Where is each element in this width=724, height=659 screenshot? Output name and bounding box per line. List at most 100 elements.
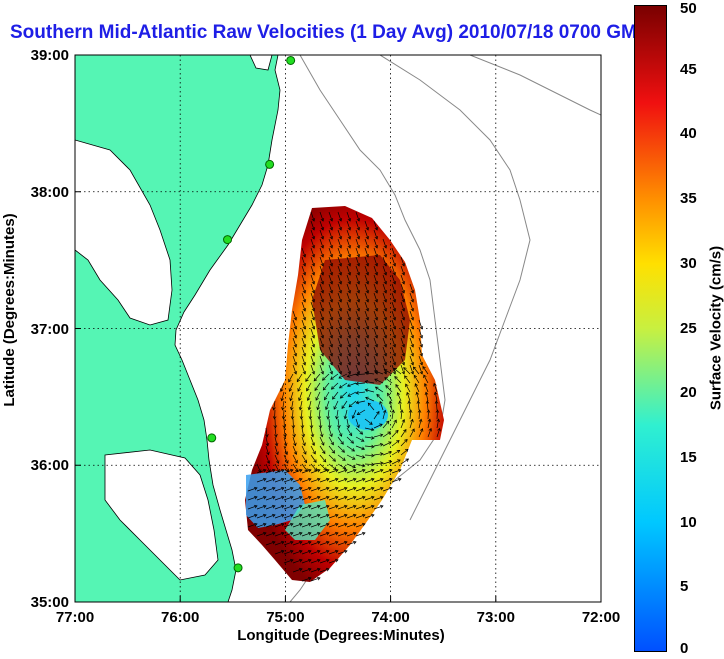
velocity-vector-head [320, 289, 325, 294]
velocity-vector-head [383, 343, 388, 348]
velocity-vector-head [271, 522, 276, 527]
velocity-vector [355, 478, 366, 483]
velocity-vector [313, 373, 321, 382]
velocity-vector [364, 487, 375, 492]
velocity-vector-head [347, 244, 352, 249]
velocity-vector [328, 514, 339, 519]
velocity-vector [265, 505, 276, 510]
velocity-vector-head [329, 325, 334, 330]
velocity-vector [324, 391, 330, 400]
velocity-vector-head [410, 361, 415, 366]
velocity-vector-head [298, 495, 303, 500]
velocity-vector [309, 409, 312, 419]
velocity-vector-head [275, 451, 279, 456]
velocity-vector-head [383, 307, 388, 312]
velocity-vector-head [307, 540, 312, 545]
velocity-vector-head [392, 343, 397, 348]
colorbar-tick-3: 15 [680, 448, 697, 466]
velocity-vector [418, 346, 423, 357]
velocity-vector [319, 283, 324, 294]
velocity-vector [409, 355, 414, 366]
velocity-vector-head [379, 468, 384, 473]
velocity-vector [318, 409, 321, 419]
velocity-vector-head [338, 253, 343, 258]
velocity-vector [373, 469, 384, 474]
velocity-vector [319, 337, 324, 348]
velocity-vector [292, 550, 303, 555]
velocity-vector-head [329, 334, 334, 339]
velocity-vector-head [406, 391, 410, 396]
velocity-vector-head [414, 383, 418, 387]
velocity-vector-head [327, 425, 332, 429]
velocity-vector [382, 410, 386, 420]
velocity-vector-head [334, 468, 339, 473]
bay-water [75, 139, 173, 326]
velocity-vector [400, 410, 403, 420]
velocity-vector [364, 310, 369, 321]
velocity-vector-head [383, 316, 388, 321]
velocity-vector [346, 274, 351, 285]
lat-tick-1: 38:00 [31, 184, 69, 201]
velocity-vector [346, 346, 351, 357]
velocity-vector-head [374, 280, 379, 285]
velocity-vector-head [355, 391, 359, 395]
velocity-vector [405, 383, 411, 393]
velocity-vector [301, 469, 312, 474]
velocity-vector [256, 463, 261, 473]
velocity-vector [365, 389, 375, 393]
velocity-vector [274, 523, 285, 528]
velocity-vector [373, 496, 384, 501]
velocity-vector [337, 505, 348, 510]
velocity-vector [382, 337, 387, 348]
velocity-vector [319, 463, 327, 471]
velocity-vector-head [387, 431, 391, 435]
velocity-vector [413, 375, 420, 384]
velocity-vector-head [374, 361, 379, 366]
velocity-vector-head [316, 486, 321, 491]
velocity-vector [256, 523, 267, 528]
velocity-vector [373, 301, 378, 312]
colorbar-tick-9: 45 [680, 60, 697, 78]
velocity-vector-head [320, 217, 325, 222]
velocity-vector-head [376, 410, 380, 415]
velocity-vector [305, 373, 312, 382]
velocity-vector [319, 247, 324, 258]
velocity-vector-head [283, 442, 288, 447]
velocity-vector-head [329, 262, 334, 267]
velocity-vector-head [383, 352, 388, 357]
velocity-vector [319, 319, 324, 330]
velocity-vector-head [383, 334, 388, 339]
velocity-vector [355, 211, 360, 222]
velocity-vector-head [266, 460, 271, 465]
velocity-vector [310, 346, 315, 357]
velocity-vector [346, 364, 351, 375]
velocity-vector-head [393, 367, 398, 372]
velocity-vector-head [320, 226, 325, 231]
velocity-vector [373, 443, 383, 447]
velocity-vector-head [352, 531, 357, 536]
velocity-vector-head [329, 280, 334, 285]
velocity-vector-head [346, 383, 351, 388]
velocity-vector [310, 355, 315, 366]
velocity-vector-head [307, 468, 312, 473]
velocity-vector [301, 328, 306, 339]
lon-tick-3: 74:00 [371, 609, 409, 626]
velocity-vector [409, 310, 414, 321]
velocity-vector [400, 292, 405, 303]
velocity-vector [355, 523, 366, 528]
velocity-vector [323, 382, 330, 391]
velocity-vector [310, 469, 321, 474]
velocity-vector [364, 496, 375, 501]
velocity-vector [391, 247, 396, 258]
velocity-vector-head [356, 325, 361, 330]
velocity-vector [400, 355, 405, 366]
velocity-vector-head [374, 253, 379, 258]
velocity-vector-head [343, 531, 348, 536]
velocity-vector [301, 514, 312, 519]
velocity-vector-head [253, 513, 258, 518]
velocity-vector [292, 487, 303, 492]
velocity-vector [301, 301, 306, 312]
velocity-vector-head [347, 280, 352, 285]
velocity-vector [382, 265, 387, 276]
velocity-vector [283, 454, 289, 464]
